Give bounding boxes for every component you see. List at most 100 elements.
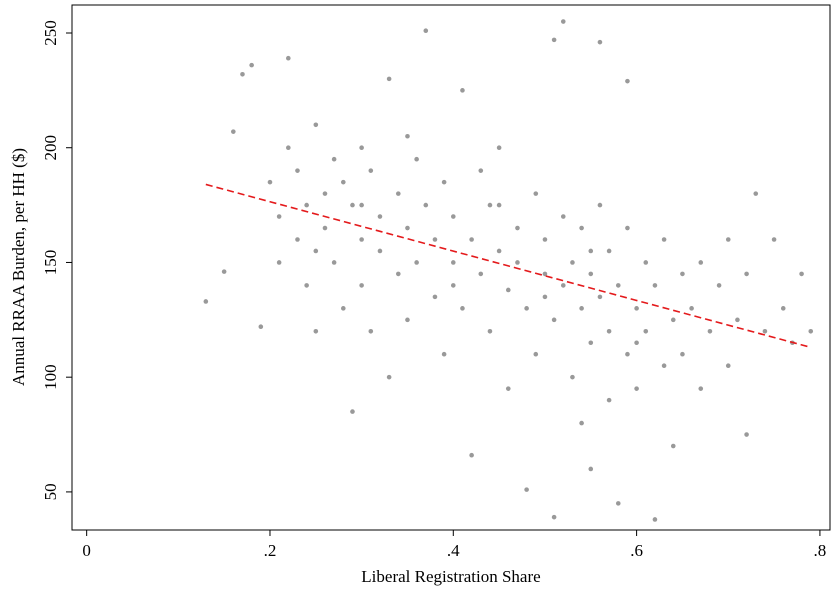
point (295, 237, 300, 242)
point (515, 260, 520, 265)
y-tick-label: 250 (41, 20, 60, 46)
point (377, 248, 383, 254)
point (680, 351, 685, 357)
point (359, 202, 364, 208)
point (350, 409, 355, 414)
point (698, 386, 704, 391)
point (652, 517, 658, 522)
x-tick-label: .6 (630, 541, 643, 560)
point (744, 432, 749, 437)
point (286, 55, 291, 61)
point (450, 260, 456, 265)
point (597, 202, 603, 208)
y-tick-label: 150 (41, 250, 60, 276)
point (606, 248, 612, 254)
point (533, 351, 539, 357)
point (496, 145, 502, 151)
point (460, 306, 465, 311)
point (634, 306, 639, 311)
point (716, 283, 722, 288)
point (405, 317, 410, 323)
x-axis-title: Liberal Registration Share (361, 567, 540, 586)
x-tick-label: 0 (82, 541, 91, 560)
point (441, 351, 447, 357)
point (661, 363, 667, 369)
point (560, 214, 566, 219)
point (313, 248, 319, 254)
point (395, 271, 401, 277)
point (597, 39, 603, 45)
point (579, 420, 584, 426)
point (753, 191, 759, 196)
point (560, 283, 566, 288)
point (652, 283, 658, 288)
point (386, 76, 392, 82)
point (588, 248, 594, 254)
point (423, 28, 429, 33)
point (450, 214, 456, 219)
point (487, 328, 493, 334)
point (414, 156, 419, 162)
fit-line (205, 183, 811, 349)
point (615, 501, 621, 506)
point (341, 179, 346, 185)
x-tick-label: .8 (814, 541, 827, 560)
point (359, 283, 364, 288)
point (670, 443, 676, 449)
point (707, 328, 713, 334)
point (487, 202, 493, 208)
point (350, 202, 355, 208)
point (670, 317, 676, 323)
point (395, 191, 401, 196)
point (643, 260, 649, 265)
point (295, 168, 300, 173)
point (405, 225, 410, 231)
point (359, 237, 364, 242)
point (331, 156, 337, 162)
point (524, 487, 529, 492)
point (249, 62, 254, 68)
point (441, 179, 447, 185)
point (689, 306, 694, 311)
point (322, 191, 328, 196)
point (386, 374, 392, 380)
point (276, 214, 282, 219)
x-tick-label: .2 (264, 541, 277, 560)
point (588, 340, 594, 346)
point (313, 328, 319, 334)
point (698, 260, 704, 265)
point (267, 179, 273, 185)
point (570, 260, 575, 265)
point (634, 386, 639, 391)
point (570, 374, 575, 380)
point (304, 202, 309, 208)
point (625, 78, 630, 84)
point (588, 466, 594, 472)
point (597, 294, 603, 300)
point (625, 225, 630, 231)
point (515, 225, 520, 231)
point (579, 225, 584, 231)
point (533, 191, 539, 196)
point (368, 168, 374, 173)
point (560, 19, 566, 24)
point (735, 317, 740, 323)
y-tick-label: 100 (41, 364, 60, 390)
point (203, 299, 209, 304)
point (634, 340, 639, 346)
point (469, 237, 474, 242)
point (808, 328, 814, 334)
point (496, 248, 502, 254)
point (780, 306, 786, 311)
point (276, 260, 282, 265)
plot-frame (71, 4, 831, 531)
point (725, 237, 731, 242)
point (478, 271, 484, 277)
point (643, 328, 649, 334)
point (680, 271, 685, 277)
point (231, 129, 236, 134)
point (423, 202, 429, 208)
point (615, 283, 621, 288)
